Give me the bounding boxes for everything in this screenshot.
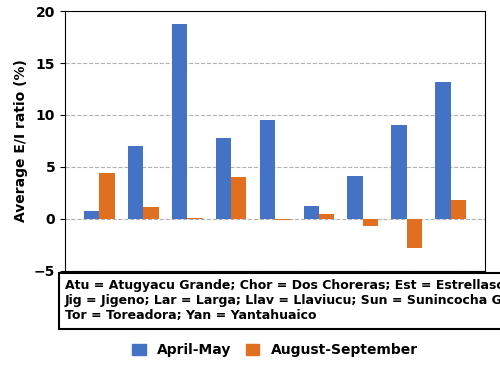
Bar (260, 120, 275, 219)
Bar (231, 177, 246, 219)
Bar (187, 218, 202, 219)
Bar (144, 208, 158, 219)
Bar (435, 82, 450, 219)
Bar (392, 125, 406, 219)
Bar (363, 219, 378, 226)
Bar (128, 146, 144, 219)
Bar (348, 176, 363, 219)
Text: Atu = Atugyacu Grande; Chor = Dos Choreras; Est = Estrellascocha;
Jig = Jigeno; : Atu = Atugyacu Grande; Chor = Dos Chorer… (65, 279, 500, 322)
Bar (450, 200, 466, 219)
Bar (304, 206, 319, 219)
Bar (84, 210, 100, 219)
Bar (100, 173, 115, 219)
Y-axis label: Average E/I ratio (%): Average E/I ratio (%) (14, 60, 28, 222)
Legend: April-May, August-September: April-May, August-September (127, 337, 423, 363)
Bar (216, 138, 231, 219)
Bar (319, 214, 334, 219)
Bar (172, 24, 187, 219)
Bar (406, 219, 422, 248)
Bar (275, 219, 290, 220)
